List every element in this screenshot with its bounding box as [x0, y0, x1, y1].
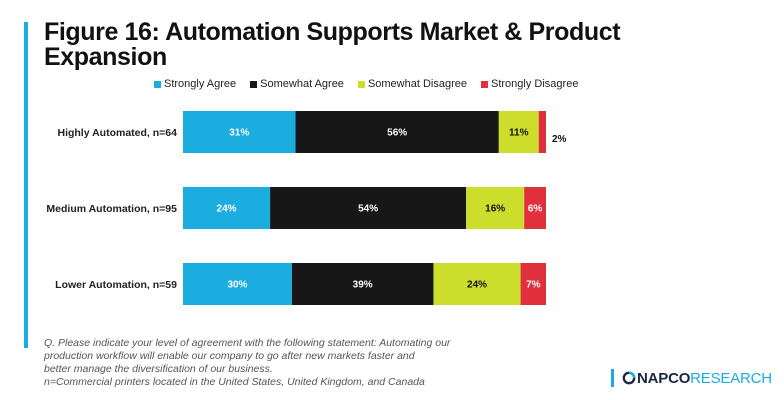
- legend-label-strongly-disagree: Strongly Disagree: [491, 78, 579, 90]
- logo-napco-text: NAPCO: [637, 369, 691, 387]
- logo-accent-bar: [611, 369, 614, 387]
- bar-segment-strongly-disagree-medium-automation-n-95: [524, 187, 546, 229]
- data-label-somewhat-disagree-highly-automated-n-64: 11%: [509, 128, 529, 139]
- category-label-medium-automation-n-95: Medium Automation, n=95: [46, 203, 177, 215]
- bar-segment-strongly-agree-highly-automated-n-64: [183, 111, 296, 153]
- bar-segment-somewhat-agree-lower-automation-n-59: [291, 263, 434, 305]
- title-accent-bar: [24, 22, 28, 348]
- legend-item-somewhat-agree: Somewhat Agree: [250, 78, 344, 90]
- legend-swatch-strongly-disagree: [481, 80, 488, 88]
- data-label-strongly-disagree-highly-automated-n-64: 2%: [552, 134, 567, 145]
- logo-research-text: RESEARCH: [690, 369, 772, 387]
- data-label-somewhat-agree-highly-automated-n-64: 56%: [387, 128, 407, 139]
- data-label-somewhat-agree-lower-automation-n-59: 39%: [353, 280, 373, 291]
- bar-segment-somewhat-agree-highly-automated-n-64: [295, 111, 499, 153]
- bar-segment-strongly-disagree-highly-automated-n-64: [538, 111, 546, 153]
- legend-label-strongly-agree: Strongly Agree: [164, 78, 237, 90]
- legend-item-strongly-disagree: Strongly Disagree: [481, 78, 578, 90]
- footnote: Q. Please indicate your level of agreeme…: [44, 337, 524, 389]
- legend-label-somewhat-disagree: Somewhat Disagree: [367, 78, 467, 90]
- data-label-somewhat-agree-medium-automation-n-95: 54%: [358, 204, 378, 215]
- data-label-strongly-disagree-medium-automation-n-95: 6%: [528, 204, 543, 215]
- data-label-strongly-agree-lower-automation-n-59: 30%: [227, 280, 247, 291]
- data-label-strongly-agree-highly-automated-n-64: 31%: [229, 128, 249, 139]
- chart-legend: Strongly Agree Somewhat Agree Somewhat D…: [154, 76, 592, 92]
- footnote-line-2: production workflow will enable our comp…: [44, 350, 415, 362]
- bar-segment-somewhat-disagree-highly-automated-n-64: [498, 111, 539, 153]
- legend-label-somewhat-agree: Somewhat Agree: [260, 78, 344, 90]
- bar-segment-strongly-agree-lower-automation-n-59: [183, 263, 292, 305]
- bar-segment-somewhat-disagree-lower-automation-n-59: [433, 263, 521, 305]
- data-label-somewhat-disagree-medium-automation-n-95: 16%: [485, 204, 505, 215]
- data-label-somewhat-disagree-lower-automation-n-59: 24%: [467, 280, 487, 291]
- category-label-lower-automation-n-59: Lower Automation, n=59: [55, 279, 177, 291]
- figure-title: Figure 16: Automation Supports Market & …: [44, 18, 621, 71]
- legend-item-strongly-agree: Strongly Agree: [154, 78, 236, 90]
- bar-segment-somewhat-agree-medium-automation-n-95: [270, 187, 467, 229]
- legend-swatch-somewhat-disagree: [357, 80, 365, 88]
- category-label-highly-automated-n-64: Highly Automated, n=64: [57, 127, 177, 139]
- data-label-strongly-agree-medium-automation-n-95: 24%: [217, 204, 237, 215]
- data-label-strongly-disagree-lower-automation-n-59: 7%: [526, 280, 541, 291]
- legend-item-somewhat-disagree: Somewhat Disagree: [357, 78, 467, 90]
- logo-ring-icon: [622, 371, 636, 385]
- footnote-line-1: Q. Please indicate your level of agreeme…: [44, 337, 451, 349]
- bar-segment-strongly-agree-medium-automation-n-95: [183, 187, 271, 229]
- napco-research-logo: NAPCO RESEARCH: [611, 369, 772, 387]
- footnote-line-4: n=Commercial printers located in the Uni…: [44, 376, 425, 388]
- footnote-line-3: better manage the diversification of our…: [44, 363, 273, 375]
- legend-swatch-somewhat-agree: [250, 80, 258, 88]
- bar-segment-somewhat-disagree-medium-automation-n-95: [466, 187, 525, 229]
- bar-segment-strongly-disagree-lower-automation-n-59: [520, 263, 546, 305]
- legend-swatch-strongly-agree: [154, 80, 161, 88]
